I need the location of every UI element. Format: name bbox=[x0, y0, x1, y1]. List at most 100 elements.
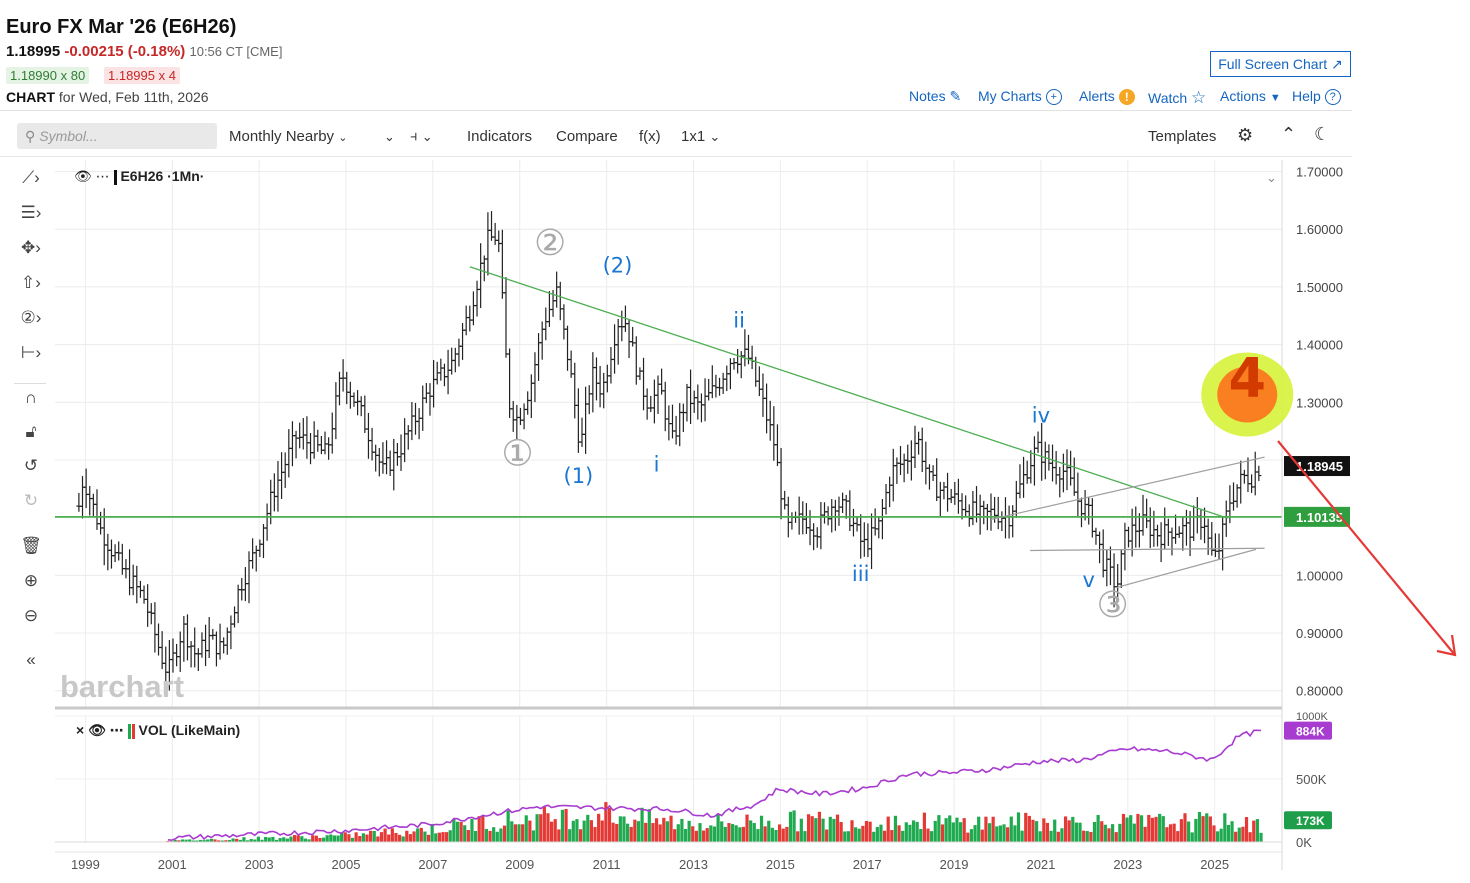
my-charts-link[interactable]: My Charts + bbox=[978, 88, 1062, 106]
volume-bar bbox=[412, 831, 416, 842]
volume-bar bbox=[850, 820, 854, 842]
volume-bar bbox=[582, 820, 586, 842]
price-bar bbox=[887, 476, 893, 508]
price-bar bbox=[673, 415, 679, 445]
bar-style-select[interactable]: ⫞ ⌄ bbox=[410, 128, 433, 145]
volume-bar bbox=[274, 839, 279, 842]
moon-icon[interactable]: ☾ bbox=[1314, 124, 1331, 144]
price-bar bbox=[478, 243, 484, 309]
fx-button[interactable]: f(x) bbox=[639, 128, 661, 145]
collapse-icon[interactable]: ⌃ bbox=[1281, 124, 1297, 144]
volume-bar bbox=[358, 835, 362, 842]
price-bar bbox=[597, 366, 603, 408]
price-bar bbox=[1230, 482, 1236, 511]
price-bar bbox=[1241, 469, 1247, 484]
volume-bar bbox=[264, 836, 268, 842]
magnet-icon[interactable]: ∩ bbox=[24, 388, 38, 407]
double-chevron-left-icon[interactable]: « bbox=[26, 650, 36, 669]
templates-button[interactable]: Templates bbox=[1148, 128, 1217, 145]
alerts-label: Alerts bbox=[1079, 88, 1115, 104]
volume-bar bbox=[535, 814, 539, 842]
price-bar bbox=[1256, 465, 1262, 482]
volume-bar bbox=[875, 826, 879, 842]
close-icon[interactable]: × bbox=[76, 722, 85, 738]
volume-bar bbox=[1252, 820, 1256, 842]
measure-tool-icon[interactable]: ⊢› bbox=[20, 343, 42, 362]
volume-bar bbox=[539, 814, 543, 842]
volume-bar bbox=[962, 818, 966, 842]
full-screen-button[interactable]: Full Screen Chart ↗ bbox=[1210, 51, 1351, 77]
volume-bar bbox=[977, 816, 981, 842]
redo-icon[interactable]: ↻ bbox=[23, 491, 39, 510]
watch-link[interactable]: Watch ☆ bbox=[1148, 88, 1206, 108]
volume-bar bbox=[369, 830, 373, 842]
x-tick-label: 2001 bbox=[158, 857, 187, 872]
price-bar bbox=[145, 584, 151, 627]
price-bar bbox=[1198, 508, 1204, 540]
period-select[interactable]: Monthly Nearby ⌄ bbox=[229, 128, 347, 145]
volume-bar bbox=[1031, 819, 1035, 842]
alerts-link[interactable]: Alerts ! bbox=[1079, 88, 1135, 106]
price-bar bbox=[970, 490, 976, 526]
price-bar bbox=[203, 624, 209, 667]
eye-icon[interactable]: 👁︎ bbox=[74, 168, 92, 184]
price-bar bbox=[630, 326, 636, 347]
price-bar bbox=[87, 486, 93, 516]
volume-bar bbox=[1118, 823, 1122, 842]
gear-icon[interactable]: ⚙ bbox=[1237, 125, 1254, 145]
more-icon[interactable]: ⋯ bbox=[95, 168, 110, 184]
price-bar bbox=[1024, 460, 1030, 484]
volume-bar bbox=[1027, 815, 1031, 842]
volume-bar bbox=[825, 829, 829, 842]
price-bar bbox=[637, 367, 643, 380]
volume-bar bbox=[901, 830, 905, 842]
price-bar bbox=[948, 488, 954, 504]
help-link[interactable]: Help ? bbox=[1292, 88, 1341, 106]
volume-bar bbox=[669, 815, 673, 842]
price-bar bbox=[583, 386, 589, 454]
volume-bar bbox=[835, 814, 840, 842]
line-tool-icon[interactable]: ⟋› bbox=[22, 168, 40, 187]
volume-bar bbox=[1067, 820, 1071, 842]
price-bar bbox=[1071, 457, 1077, 496]
price-bar bbox=[456, 338, 462, 367]
price-bar bbox=[995, 496, 1001, 530]
chart-type-dropdown[interactable]: ⌄ bbox=[384, 128, 395, 145]
shape-tool-icon[interactable]: ✥› bbox=[21, 238, 41, 257]
price-bar bbox=[1194, 497, 1200, 534]
indicators-button[interactable]: Indicators bbox=[467, 128, 533, 145]
zoom-in-icon[interactable]: ⊕ bbox=[23, 571, 39, 590]
volume-bar bbox=[1103, 824, 1107, 842]
price-bar bbox=[702, 378, 708, 422]
layout-select[interactable]: 1x1 ⌄ bbox=[681, 128, 720, 145]
volume-bar bbox=[958, 822, 963, 842]
price-bar bbox=[916, 431, 922, 455]
volume-bar bbox=[890, 830, 894, 842]
volume-bar bbox=[473, 831, 478, 842]
price-bar bbox=[253, 545, 259, 572]
y-tick-label: 1.60000 bbox=[1296, 222, 1343, 237]
zoom-out-icon[interactable]: ⊖ bbox=[23, 606, 39, 625]
header-divider bbox=[0, 110, 1352, 111]
counter-tool-icon[interactable]: ②› bbox=[20, 308, 42, 327]
symbol-search-input[interactable]: ⚲ Symbol... bbox=[17, 123, 217, 149]
actions-menu[interactable]: Actions ▼ bbox=[1220, 88, 1281, 104]
wave-label: iii bbox=[852, 562, 870, 586]
undo-icon[interactable]: ↺ bbox=[23, 456, 39, 475]
price-bar bbox=[235, 584, 241, 624]
more-icon[interactable]: ⋯ bbox=[109, 722, 124, 738]
x-tick-label: 2023 bbox=[1113, 857, 1142, 872]
volume-bar bbox=[796, 831, 800, 842]
fib-tool-icon[interactable]: ☰› bbox=[20, 203, 42, 222]
price-bar bbox=[282, 452, 288, 488]
lock-icon[interactable]: 🔓︎ bbox=[25, 422, 37, 441]
trash-icon[interactable]: 🗑︎ bbox=[20, 536, 42, 555]
notes-link[interactable]: Notes ✎ bbox=[909, 88, 961, 105]
compare-button[interactable]: Compare bbox=[556, 128, 618, 145]
volume-bar bbox=[1016, 812, 1021, 842]
volume-bar bbox=[839, 822, 843, 842]
eye-icon[interactable]: 👁︎ bbox=[88, 722, 106, 738]
volume-bar bbox=[1049, 830, 1053, 842]
arrow-tool-icon[interactable]: ⇧› bbox=[21, 273, 41, 292]
